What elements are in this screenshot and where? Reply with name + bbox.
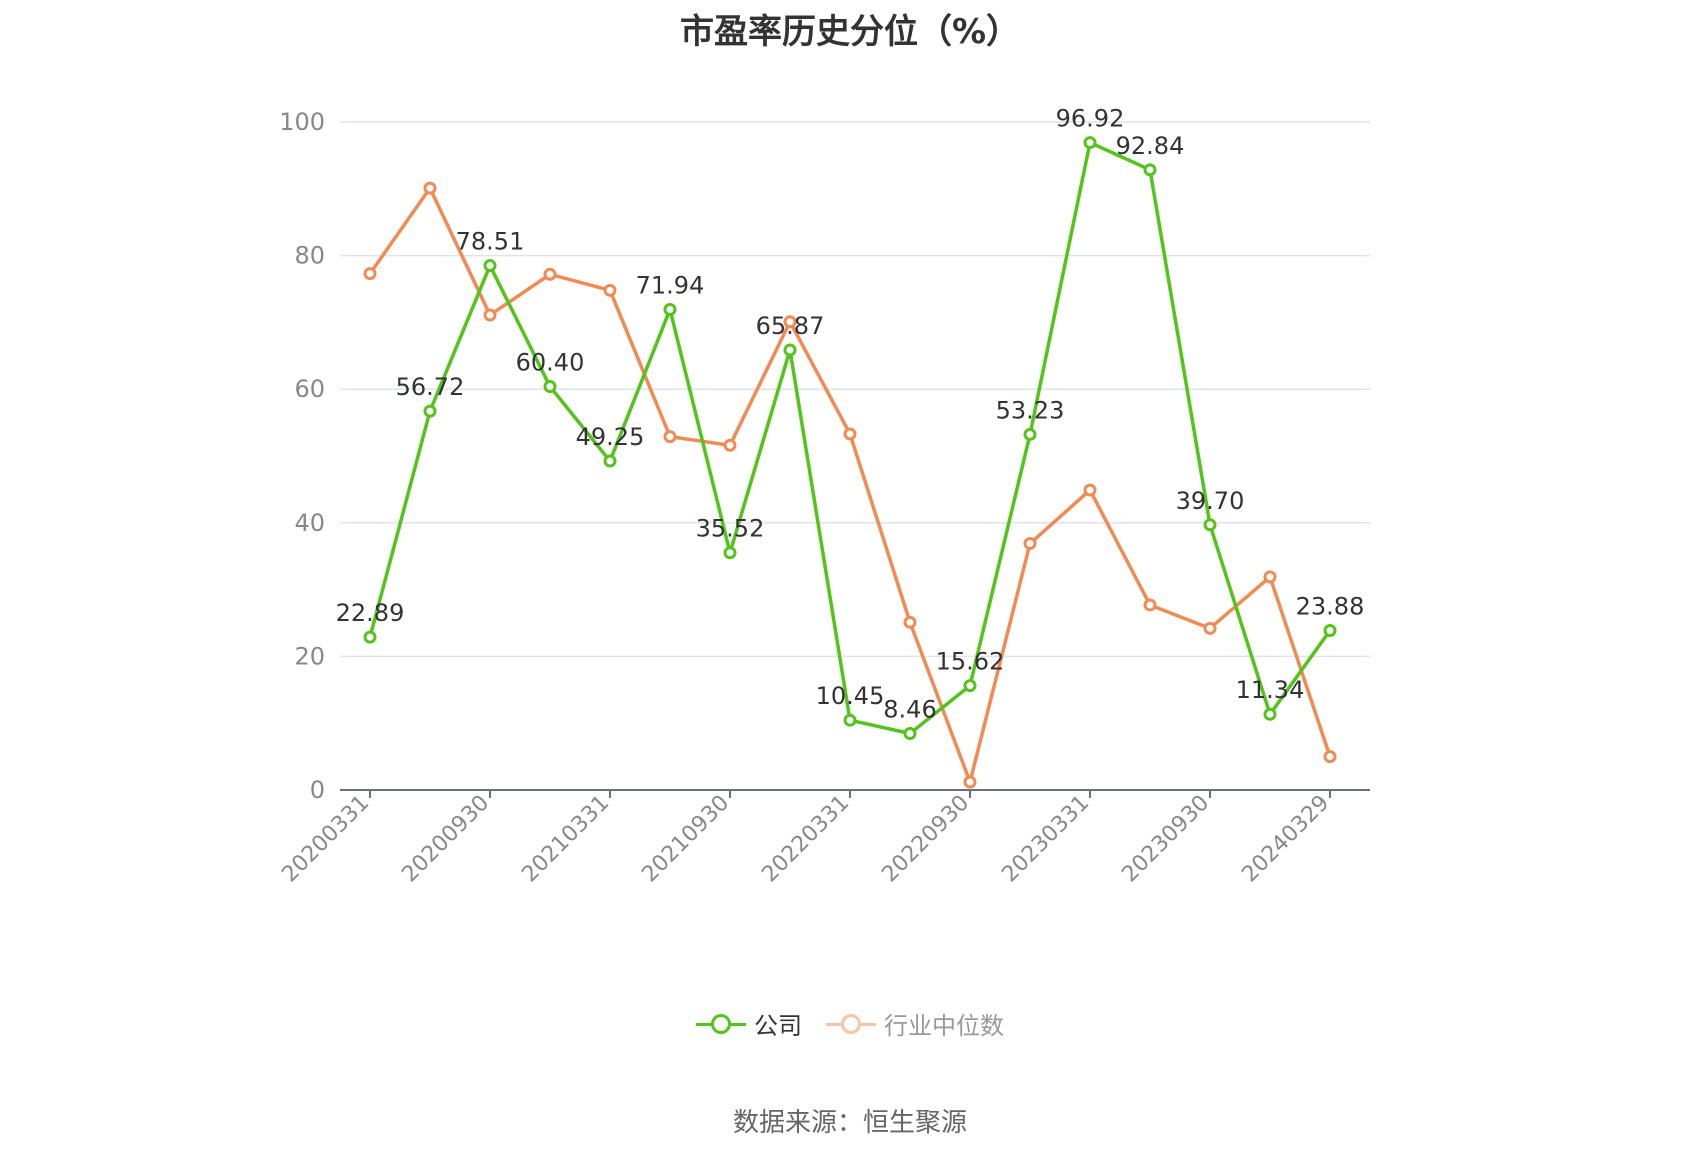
x-tick-label: 20210930 [637,791,734,888]
data-point-company [963,679,977,693]
data-label: 49.25 [576,423,645,451]
data-point-industry [963,775,977,789]
data-point-company [543,380,557,394]
data-point-industry [843,427,857,441]
data-point-industry [543,267,557,281]
x-tick-label: 20200331 [277,791,374,888]
legend-label-industry: 行业中位数 [884,1012,1004,1040]
data-label: 65.87 [756,312,825,340]
data-label: 96.92 [1056,105,1125,133]
data-source: 数据来源：恒生聚源 [732,1108,967,1138]
data-label: 11.34 [1236,676,1305,704]
data-point-company [483,259,497,273]
x-tick-label: 20220331 [757,791,854,888]
data-point-industry [1263,570,1277,584]
data-label: 39.70 [1176,487,1245,515]
chart-title: 市盈率历史分位（%） [679,12,1021,52]
x-tick-label: 20230331 [997,791,1094,888]
data-point-company [843,713,857,727]
data-label: 22.89 [336,599,405,627]
y-tick-label: 0 [310,776,325,804]
data-point-industry [1023,537,1037,551]
legend-item-industry[interactable]: 行业中位数 [826,1006,1004,1041]
data-label: 23.88 [1296,592,1365,620]
data-point-industry [363,267,377,281]
x-tick-label: 20200930 [397,791,494,888]
data-point-industry [663,430,677,444]
data-point-industry [483,308,497,322]
data-label: 10.45 [816,682,885,710]
grid-lines [340,121,1370,658]
data-point-company [723,546,737,560]
x-tick-label: 20210331 [517,791,614,888]
y-tick-label: 60 [294,375,325,403]
data-point-company [1143,163,1157,177]
data-point-company [1323,623,1337,637]
data-point-company [1083,136,1097,150]
data-point-industry [1323,750,1337,764]
data-point-company [423,404,437,418]
data-point-industry [903,615,917,629]
data-label: 60.40 [516,349,585,377]
legend: 公司 行业中位数 [0,1006,1700,1041]
data-point-company [783,343,797,357]
data-point-industry [603,283,617,297]
legend-swatch-industry [826,1012,876,1036]
data-label: 71.94 [636,271,705,299]
data-label: 56.72 [396,373,465,401]
data-point-industry [783,315,797,329]
data-label: 35.52 [696,515,765,543]
y-tick-label: 80 [294,242,325,270]
data-point-industry [723,438,737,452]
data-point-company [903,726,917,740]
x-tick-label: 20230930 [1117,791,1214,888]
data-point-industry [1203,621,1217,635]
y-tick-label: 40 [294,509,325,537]
y-tick-label: 100 [279,108,325,136]
legend-label-company: 公司 [754,1012,802,1040]
data-point-company [363,630,377,644]
data-point-company [663,302,677,316]
data-point-industry [423,181,437,195]
data-point-industry [1083,483,1097,497]
data-label: 15.62 [936,648,1005,676]
legend-swatch-company [696,1012,746,1036]
data-point-company [1023,427,1037,441]
data-labels: 22.89 56.72 78.51 60.40 49.25 71.94 35.52 65.87… [336,105,1365,724]
y-tick-label: 20 [294,642,325,670]
x-tick-label: 20220930 [877,791,974,888]
data-label: 53.23 [996,396,1065,424]
data-label: 8.46 [883,695,936,723]
legend-item-company[interactable]: 公司 [696,1006,802,1041]
data-point-company [603,454,617,468]
data-label: 92.84 [1116,132,1185,160]
data-label: 78.51 [456,228,525,256]
data-point-industry [1143,598,1157,612]
data-point-company [1203,518,1217,532]
series-points [363,136,1337,789]
x-tick-label: 20240329 [1237,791,1334,888]
data-point-company [1263,707,1277,721]
